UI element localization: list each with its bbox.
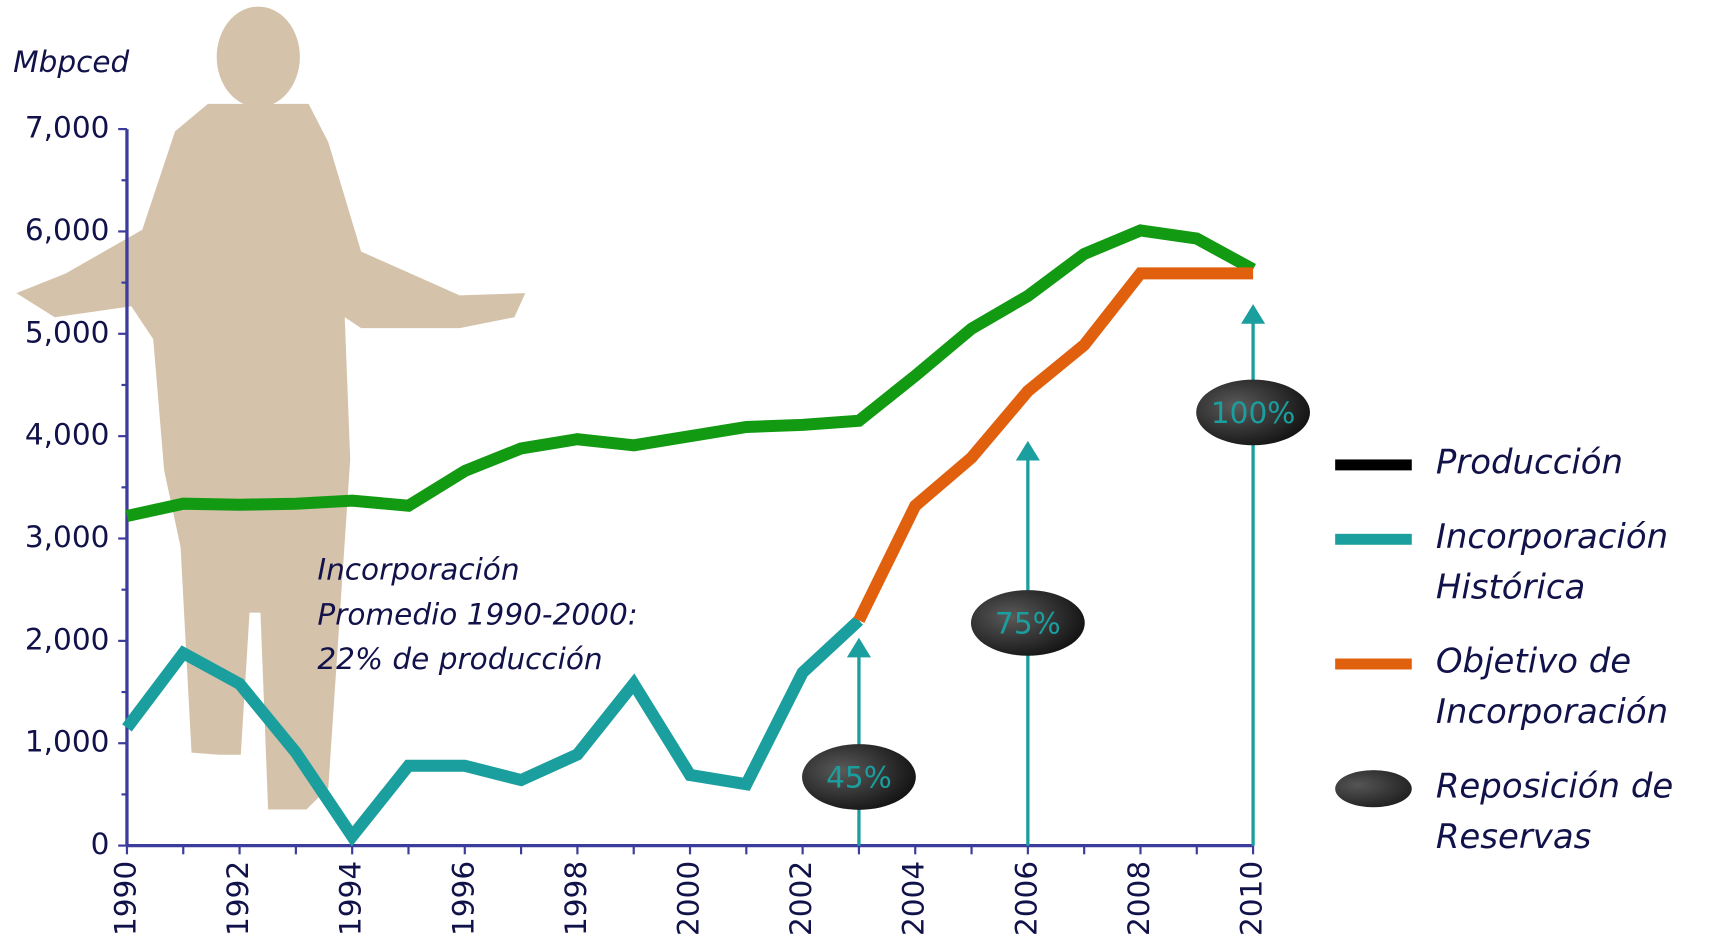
x-tick-label: 2004 <box>897 861 931 936</box>
series-line <box>853 267 1254 624</box>
reposition-label: 75% <box>995 607 1061 641</box>
arrow-head <box>846 637 871 658</box>
legend-item: Incorporación Histórica <box>1335 512 1713 613</box>
legend-swatch <box>1335 533 1412 545</box>
x-tick-label: 1996 <box>446 861 480 936</box>
arrow-head <box>1015 440 1040 461</box>
x-tick-label: 1998 <box>559 861 593 936</box>
legend-swatch <box>1335 770 1412 808</box>
legend-swatch <box>1335 658 1412 670</box>
series-line <box>125 224 1256 522</box>
x-tick-label: 2000 <box>672 861 706 936</box>
silhouette <box>16 6 526 810</box>
y-axis-label: Mbpced <box>13 45 129 79</box>
x-tick-label: 2006 <box>1009 861 1043 936</box>
legend-label: Producción <box>1435 443 1624 483</box>
reposition-bubble <box>802 744 916 810</box>
legend-item: Reposición de Reservas <box>1335 761 1713 862</box>
series-line <box>122 615 864 847</box>
y-tick-label: 4,000 <box>25 418 110 452</box>
x-tick-label: 1990 <box>108 861 142 936</box>
legend-label: Incorporación Histórica <box>1435 517 1669 608</box>
arrow-head <box>1241 304 1266 324</box>
y-tick-label: 6,000 <box>25 213 110 247</box>
reposition-bubble <box>970 590 1085 656</box>
annotation-line: 22% de producción <box>317 642 602 676</box>
x-tick-label: 2010 <box>1235 861 1269 936</box>
y-tick-label: 7,000 <box>25 111 110 145</box>
y-tick-label: 2,000 <box>25 622 110 656</box>
legend-swatch <box>1335 459 1412 471</box>
y-tick-label: 3,000 <box>25 520 110 554</box>
y-tick-label: 0 <box>91 827 110 861</box>
reposition-label: 45% <box>826 761 892 795</box>
x-tick-label: 1992 <box>221 861 255 936</box>
legend-label: Objetivo de Incorporación <box>1435 642 1669 732</box>
legend-item: Producción <box>1335 438 1713 488</box>
x-tick-label: 1994 <box>334 861 368 936</box>
annotation-line: Promedio 1990-2000: <box>317 597 637 631</box>
reposition-bubble <box>1196 379 1310 446</box>
y-tick-label: 1,000 <box>25 725 110 759</box>
legend-label: Reposición de Reservas <box>1435 766 1674 857</box>
x-tick-label: 2008 <box>1122 861 1156 936</box>
annotation-line: Incorporación <box>317 553 519 587</box>
y-tick-label: 5,000 <box>25 315 110 349</box>
reposition-label: 100% <box>1211 396 1295 430</box>
legend-item: Objetivo de Incorporación <box>1335 637 1713 738</box>
legend: Producción Incorporación Histórica Objetiv… <box>1335 438 1713 886</box>
x-tick-label: 2002 <box>784 861 818 936</box>
